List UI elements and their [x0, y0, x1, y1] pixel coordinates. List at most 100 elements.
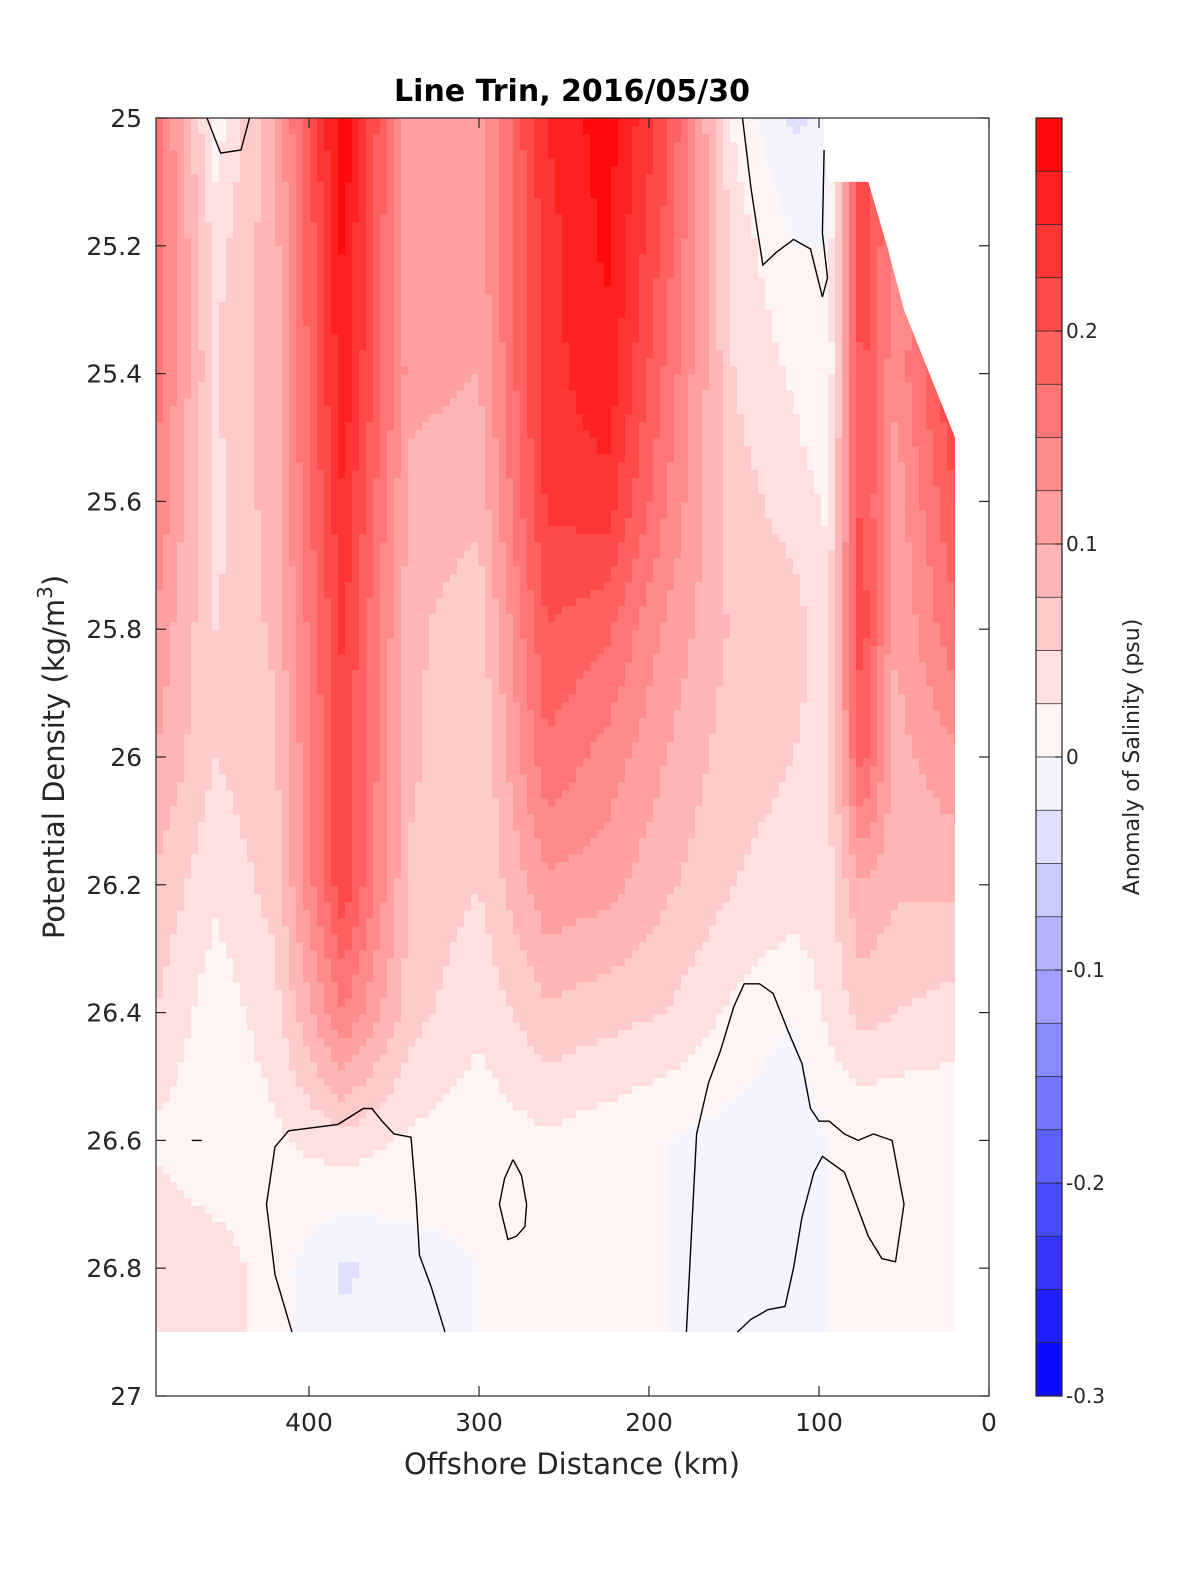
field-cell	[653, 438, 661, 447]
field-cell	[758, 278, 766, 287]
field-cell	[296, 422, 304, 431]
field-cell	[170, 390, 178, 399]
field-cell	[583, 150, 591, 159]
field-cell	[436, 390, 444, 399]
field-cell	[338, 238, 346, 247]
field-cell	[296, 398, 304, 407]
field-cell	[618, 366, 626, 375]
field-cell	[583, 254, 591, 263]
field-cell	[541, 238, 549, 247]
field-cell	[478, 406, 486, 415]
field-cell	[429, 318, 437, 327]
field-cell	[786, 118, 794, 127]
field-cell	[604, 142, 612, 151]
field-cell	[317, 134, 325, 143]
field-cell	[450, 198, 458, 207]
field-cell	[240, 374, 248, 383]
field-cell	[604, 406, 612, 415]
field-cell	[520, 238, 528, 247]
field-cell	[625, 174, 633, 183]
field-cell	[240, 438, 248, 447]
field-cell	[289, 286, 297, 295]
field-cell	[723, 126, 731, 135]
field-cell	[590, 262, 598, 271]
field-cell	[716, 150, 724, 159]
field-cell	[170, 190, 178, 199]
field-cell	[170, 430, 178, 439]
field-cell	[905, 382, 913, 391]
field-cell	[170, 262, 178, 271]
field-cell	[639, 126, 647, 135]
field-cell	[310, 446, 318, 455]
field-cell	[303, 310, 311, 319]
field-cell	[590, 406, 598, 415]
field-cell	[646, 414, 654, 423]
field-cell	[604, 174, 612, 183]
field-cell	[247, 206, 255, 215]
field-cell	[296, 302, 304, 311]
field-cell	[163, 286, 171, 295]
field-cell	[933, 446, 941, 455]
field-cell	[681, 422, 689, 431]
field-cell	[653, 222, 661, 231]
field-cell	[443, 174, 451, 183]
field-cell	[184, 382, 192, 391]
field-cell	[828, 246, 836, 255]
field-cell	[695, 230, 703, 239]
field-cell	[177, 350, 185, 359]
field-cell	[625, 422, 633, 431]
field-cell	[590, 318, 598, 327]
field-cell	[226, 430, 234, 439]
field-cell	[646, 134, 654, 143]
field-cell	[457, 302, 465, 311]
field-cell	[191, 166, 199, 175]
field-cell	[331, 150, 339, 159]
field-cell	[338, 286, 346, 295]
field-cell	[576, 414, 584, 423]
field-cell	[765, 326, 773, 335]
field-cell	[219, 390, 227, 399]
field-cell	[212, 254, 220, 263]
field-cell	[751, 198, 759, 207]
field-cell	[884, 302, 892, 311]
field-cell	[765, 118, 773, 127]
field-cell	[562, 326, 570, 335]
field-cell	[450, 366, 458, 375]
field-cell	[366, 438, 374, 447]
field-cell	[639, 190, 647, 199]
field-cell	[716, 342, 724, 351]
field-cell	[562, 262, 570, 271]
field-cell	[492, 198, 500, 207]
field-cell	[877, 438, 885, 447]
field-cell	[219, 174, 227, 183]
field-cell	[156, 158, 164, 167]
field-cell	[296, 430, 304, 439]
field-cell	[765, 246, 773, 255]
field-cell	[541, 118, 549, 127]
field-cell	[723, 166, 731, 175]
field-cell	[625, 214, 633, 223]
field-cell	[471, 438, 479, 447]
field-cell	[863, 326, 871, 335]
field-cell	[751, 230, 759, 239]
field-cell	[807, 214, 815, 223]
field-cell	[485, 270, 493, 279]
field-cell	[478, 126, 486, 135]
field-cell	[310, 430, 318, 439]
field-cell	[317, 142, 325, 151]
field-cell	[352, 190, 360, 199]
field-cell	[758, 182, 766, 191]
field-cell	[821, 326, 829, 335]
field-cell	[576, 342, 584, 351]
field-cell	[198, 142, 206, 151]
field-cell	[387, 230, 395, 239]
field-cell	[198, 302, 206, 311]
field-cell	[534, 230, 542, 239]
field-cell	[772, 310, 780, 319]
field-cell	[170, 398, 178, 407]
field-cell	[331, 182, 339, 191]
field-cell	[800, 350, 808, 359]
field-cell	[793, 342, 801, 351]
field-cell	[681, 198, 689, 207]
field-cell	[282, 190, 290, 199]
